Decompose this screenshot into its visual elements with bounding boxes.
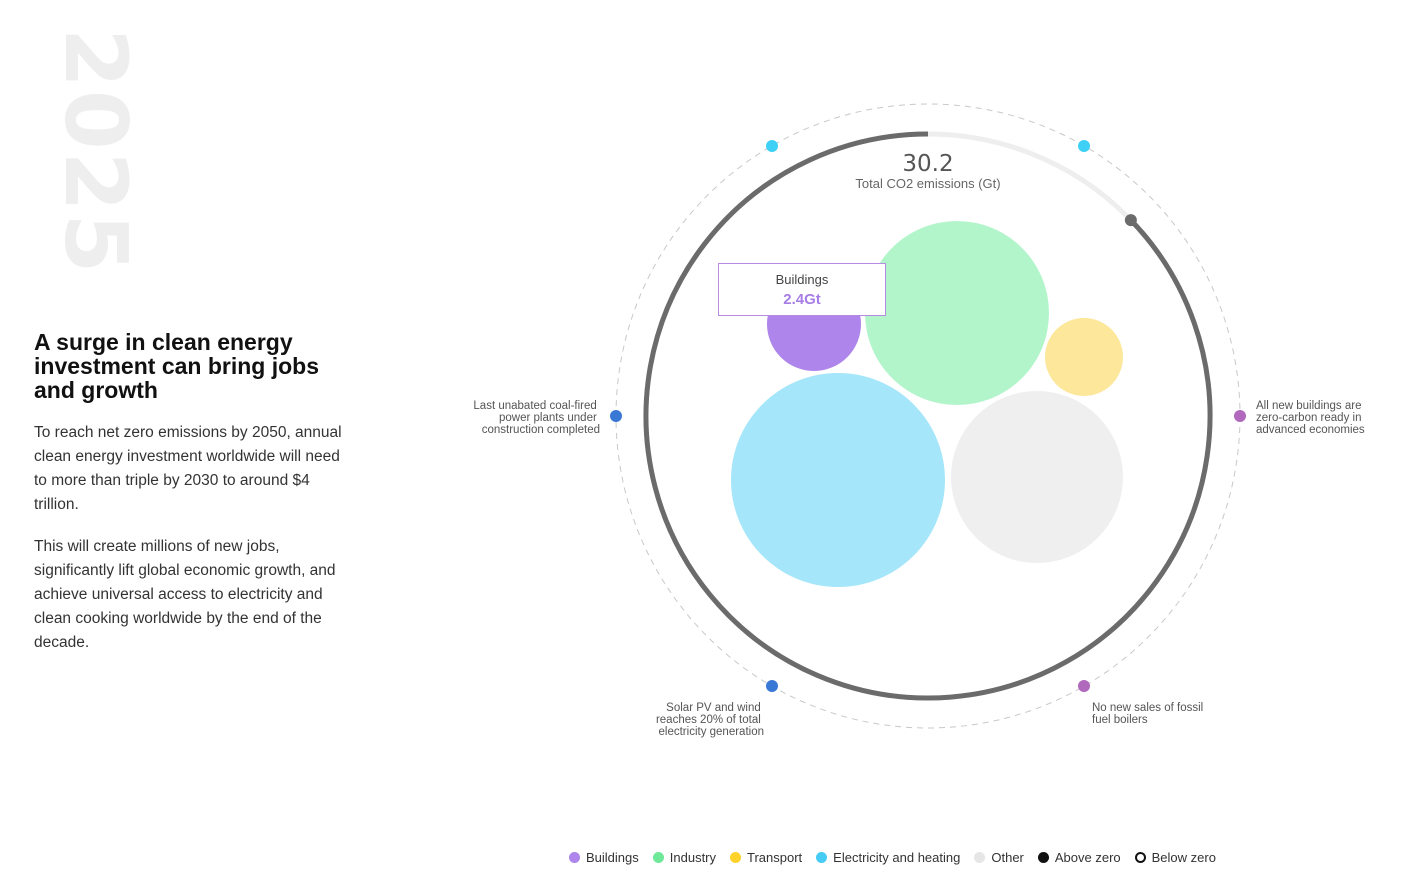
progress-arc bbox=[643, 131, 1213, 701]
milestone-dot-top-right[interactable] bbox=[1078, 140, 1090, 152]
legend-label: Buildings bbox=[586, 849, 639, 865]
milestone-label-line: zero-carbon ready in bbox=[1256, 412, 1361, 424]
headline: A surge in clean energy investment can b… bbox=[34, 329, 319, 403]
milestone-dot-buildings[interactable] bbox=[1234, 410, 1246, 422]
tooltip-label: Buildings bbox=[775, 272, 829, 287]
legend-label: Industry bbox=[669, 849, 717, 865]
legend-item-transport[interactable]: Transport bbox=[730, 850, 802, 865]
year-watermark: 2025 bbox=[45, 28, 145, 276]
bubble-industry[interactable] bbox=[865, 221, 1049, 405]
legend-item-below-zero[interactable]: Below zero bbox=[1134, 849, 1216, 865]
milestone-label-solar: Solar PV and wind reaches 20% of total e… bbox=[656, 702, 764, 738]
intro-paragraph: To reach net zero emissions by 2050, ann… bbox=[34, 424, 342, 513]
legend-label: Electricity and heating bbox=[833, 849, 961, 865]
total-emissions-label: Total CO2 emissions (Gt) bbox=[855, 176, 1000, 191]
milestone-dot-solar[interactable] bbox=[766, 680, 778, 692]
bubble-tooltip: Buildings 2.4Gt bbox=[718, 263, 886, 316]
legend-label: Transport bbox=[747, 849, 803, 865]
milestone-label-coal: Last unabated coal-fired power plants un… bbox=[473, 400, 600, 436]
bubble-transport[interactable] bbox=[951, 391, 1123, 563]
legend-swatch bbox=[1134, 851, 1146, 863]
legend: Buildings Industry Transport Electricity… bbox=[569, 848, 1216, 866]
tooltip-value: 2.4Gt bbox=[783, 291, 821, 308]
legend-label: Other bbox=[991, 849, 1024, 865]
sector-bubbles bbox=[731, 221, 1123, 587]
progress-handle[interactable] bbox=[1124, 214, 1137, 227]
milestone-dot-coal[interactable] bbox=[610, 410, 622, 422]
legend-item-buildings[interactable]: Buildings bbox=[569, 850, 639, 865]
legend-swatch bbox=[816, 851, 828, 863]
milestone-label-line: Solar PV and wind bbox=[666, 702, 761, 714]
milestone-label-line: electricity generation bbox=[659, 726, 764, 738]
legend-swatch bbox=[569, 851, 580, 863]
legend-swatch bbox=[652, 851, 664, 863]
total-emissions-value: 30.2 bbox=[902, 151, 953, 177]
bubble-electricity-and-heating[interactable] bbox=[731, 373, 945, 587]
legend-swatch bbox=[974, 851, 986, 863]
jobs-paragraph: This will create millions of new jobs, s… bbox=[34, 538, 336, 651]
milestone-label-boilers: No new sales of fossil fuel boilers bbox=[1092, 702, 1206, 726]
legend-label: Above zero bbox=[1054, 849, 1121, 865]
milestone-dot-top-left[interactable] bbox=[766, 140, 778, 152]
milestone-label-line: fuel boilers bbox=[1092, 714, 1148, 726]
legend-swatch bbox=[730, 851, 742, 863]
milestone-label-line: reaches 20% of total bbox=[656, 714, 761, 726]
timeline-ring bbox=[615, 103, 1241, 729]
milestone-dot-boilers[interactable] bbox=[1078, 680, 1090, 692]
emissions-bubble-chart: 30.2 Total CO2 emissions (Gt) Last unaba… bbox=[473, 103, 1365, 738]
legend-item-industry[interactable]: Industry bbox=[652, 849, 717, 865]
milestone-label-line: construction completed bbox=[482, 424, 600, 436]
milestone-label-line: All new buildings are bbox=[1256, 400, 1361, 412]
milestone-label-line: advanced economies bbox=[1256, 424, 1365, 436]
legend-item-electricity-and-heating[interactable]: Electricity and heating bbox=[816, 850, 960, 865]
milestone-label-line: power plants under bbox=[499, 412, 597, 424]
legend-item-above-zero[interactable]: Above zero bbox=[1037, 849, 1121, 865]
legend-label: Below zero bbox=[1151, 849, 1216, 865]
milestone-label-buildings: All new buildings are zero-carbon ready … bbox=[1256, 400, 1365, 436]
legend-swatch bbox=[1037, 851, 1049, 863]
milestone-label-line: Last unabated coal-fired bbox=[473, 400, 596, 412]
bubble-other[interactable] bbox=[1045, 318, 1123, 396]
milestones bbox=[610, 140, 1246, 692]
legend-item-other[interactable]: Other bbox=[974, 850, 1024, 865]
milestone-label-line: No new sales of fossil bbox=[1092, 702, 1203, 714]
